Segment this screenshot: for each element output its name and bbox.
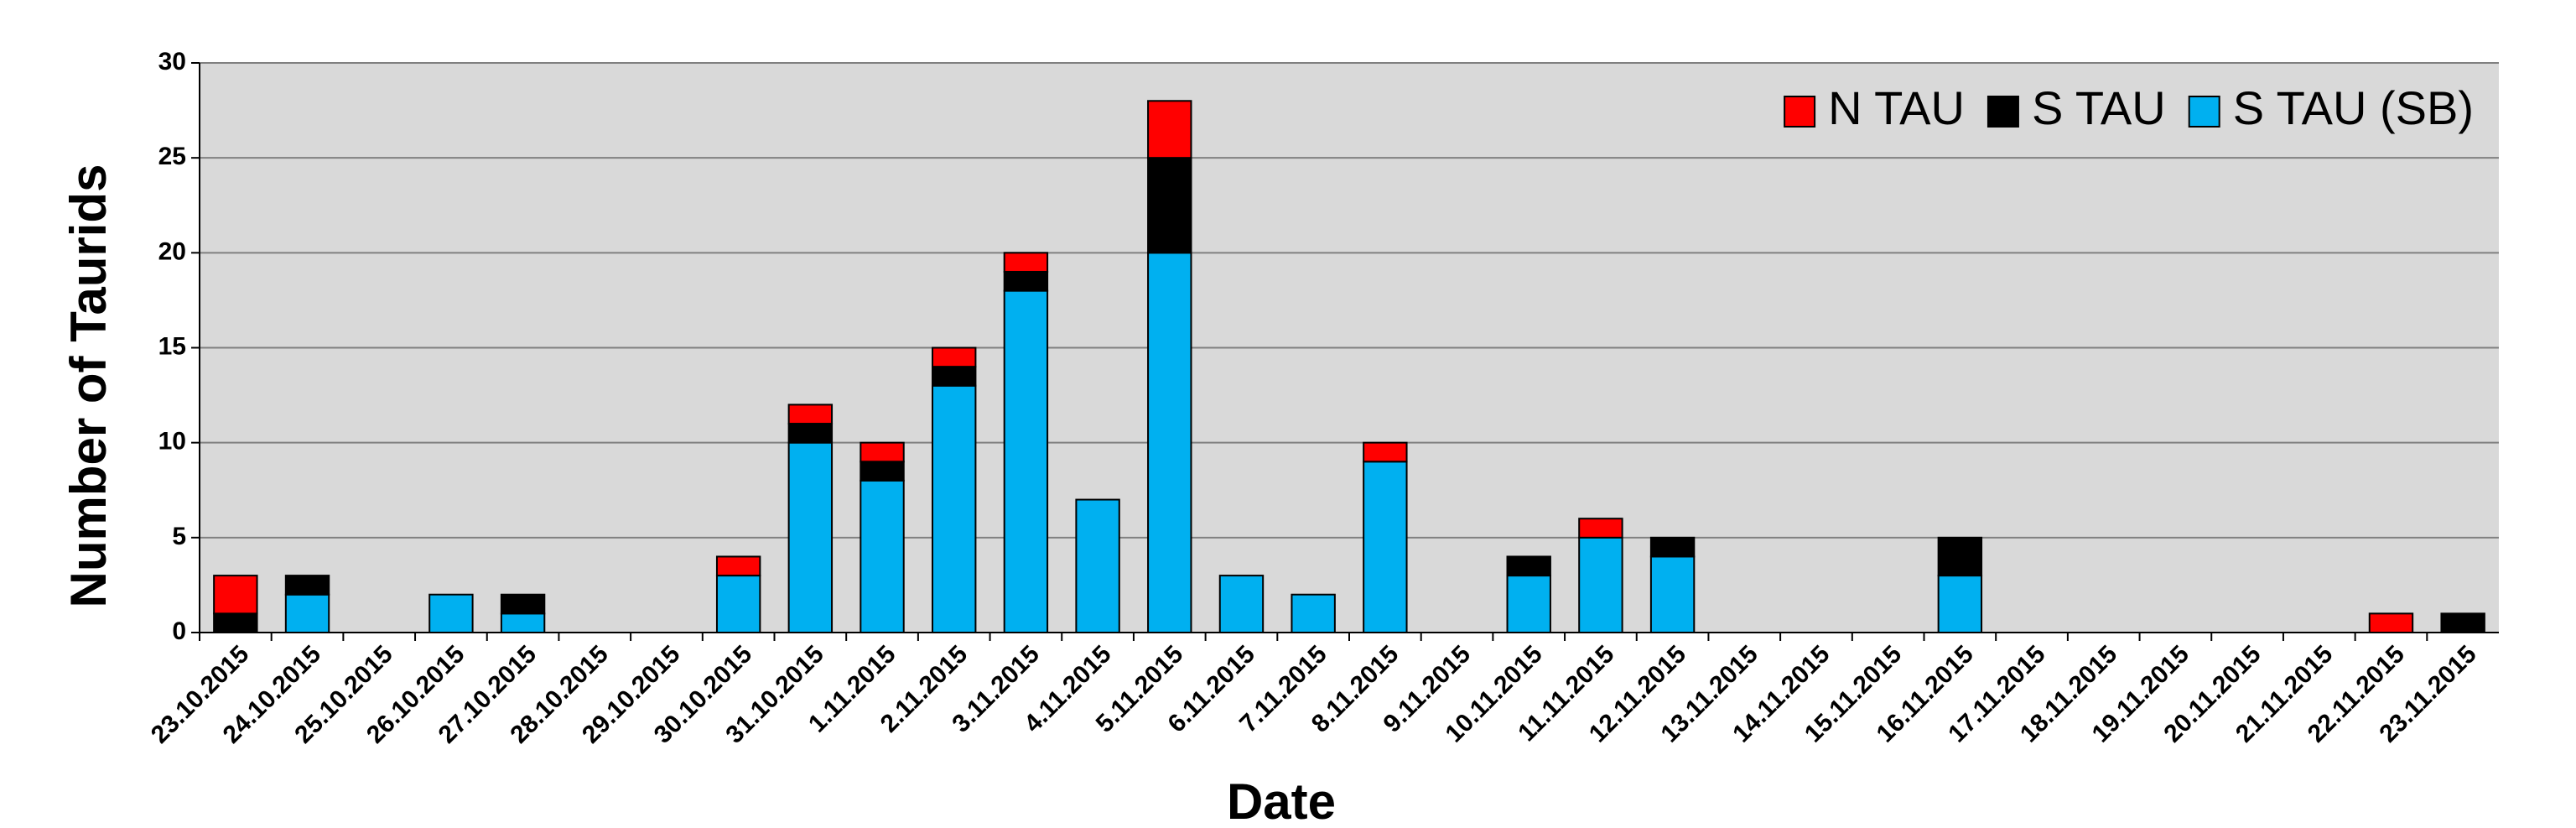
legend-label: S TAU (SB) xyxy=(2233,81,2474,134)
legend-label: N TAU xyxy=(1828,81,1965,134)
bar-segment xyxy=(860,479,905,634)
bar-segment xyxy=(1506,575,1551,633)
bar-segment xyxy=(1363,441,1408,463)
y-axis-title: Number of Taurids xyxy=(60,164,117,608)
legend-label: S TAU xyxy=(2032,81,2166,134)
bar-segment xyxy=(500,593,546,615)
bar-segment xyxy=(1506,555,1551,577)
bar-segment xyxy=(932,366,977,387)
bar-segment xyxy=(1291,593,1336,634)
bar-segment xyxy=(860,441,905,463)
bar-segment xyxy=(932,346,977,368)
bar-segment xyxy=(1003,270,1049,292)
bar-segment xyxy=(1003,252,1049,273)
bar-segment xyxy=(932,384,977,633)
legend-swatch xyxy=(1784,96,1816,128)
y-tick-label: 15 xyxy=(158,332,186,360)
y-tick-label: 20 xyxy=(158,237,186,265)
bar-segment xyxy=(1003,289,1049,633)
bar-segment xyxy=(787,423,834,444)
bar-segment xyxy=(1075,498,1120,633)
bar-segment xyxy=(860,461,905,482)
bar-segment xyxy=(428,593,474,634)
y-tick-label: 0 xyxy=(172,617,186,645)
bar-segment xyxy=(1937,536,1983,577)
bar-segment xyxy=(213,612,258,633)
y-tick-label: 10 xyxy=(158,428,186,456)
bar-segment xyxy=(1578,536,1623,633)
bar-segment xyxy=(213,575,258,615)
bar-segment xyxy=(715,555,761,577)
bar-segment xyxy=(1649,555,1696,634)
bar-segment xyxy=(500,612,546,633)
bar-segment xyxy=(2440,612,2485,633)
bar-segment xyxy=(1147,100,1192,159)
bar-segment xyxy=(1578,518,1623,539)
bar-segment xyxy=(1218,575,1265,633)
bar-segment xyxy=(787,404,834,425)
bar-segment xyxy=(1363,461,1408,633)
legend-swatch xyxy=(1987,96,2019,128)
x-axis-title: Date xyxy=(1227,773,1336,828)
bar-segment xyxy=(1937,575,1983,633)
bar-segment xyxy=(284,593,330,634)
bar-segment xyxy=(715,575,761,633)
y-tick-label: 25 xyxy=(158,143,186,170)
bar-segment xyxy=(1649,536,1696,558)
bar-segment xyxy=(1147,252,1192,633)
legend-swatch xyxy=(2188,96,2220,128)
y-tick-label: 30 xyxy=(158,48,186,76)
bar-segment xyxy=(1147,157,1192,254)
y-tick-label: 5 xyxy=(172,523,186,550)
bar-segment xyxy=(284,575,330,596)
bar-segment xyxy=(2368,612,2414,633)
bar-segment xyxy=(787,441,834,634)
